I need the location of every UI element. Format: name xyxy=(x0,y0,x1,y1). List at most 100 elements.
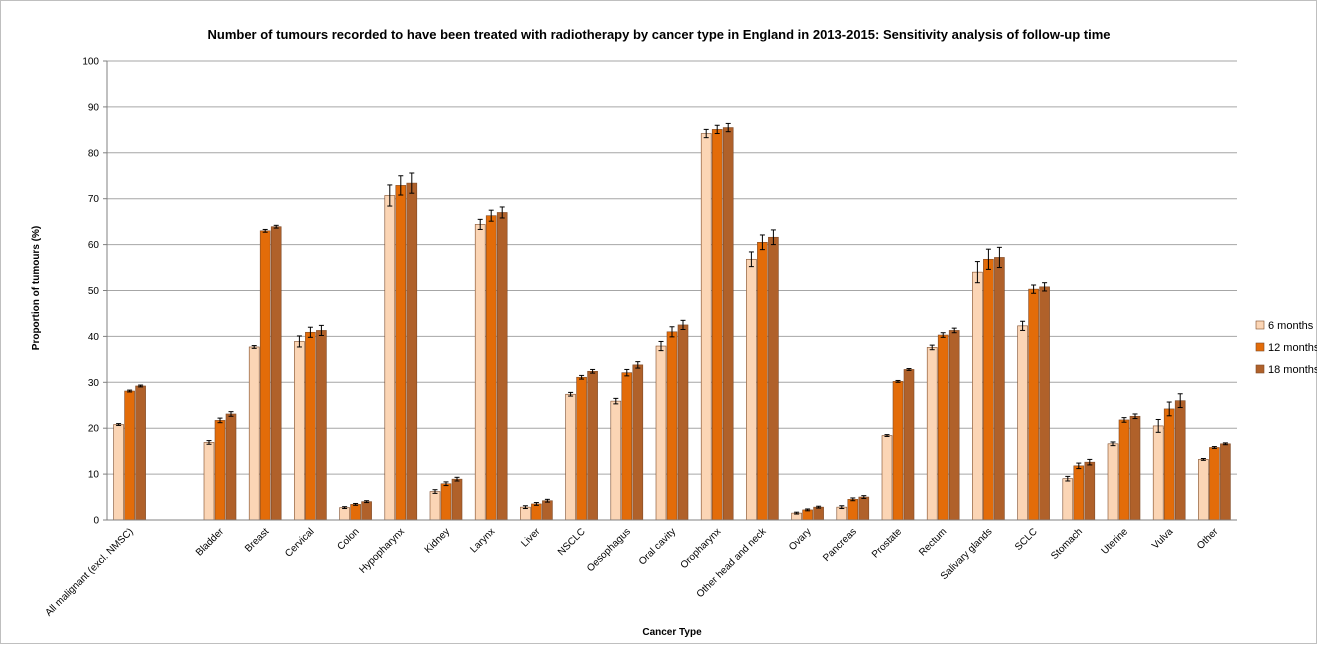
bar-1 xyxy=(836,506,848,521)
bar-3 xyxy=(361,501,372,521)
bar-2 xyxy=(937,334,949,521)
bar-2 xyxy=(305,331,316,521)
bar-1 xyxy=(203,442,215,521)
x-tick-label: Uterine xyxy=(1100,526,1131,557)
bar-2 xyxy=(214,420,226,521)
y-axis-title: Proportion of tumours (%) xyxy=(31,226,42,350)
x-tick-label: Rectum xyxy=(917,526,949,558)
x-tick-label: Oral cavity xyxy=(637,526,678,567)
bar-1 xyxy=(1062,478,1074,521)
bar-1 xyxy=(746,258,757,521)
bar-1 xyxy=(113,424,124,521)
bar-2 xyxy=(576,376,587,521)
x-tick-label: Vulva xyxy=(1150,526,1176,552)
x-tick-label: Larynx xyxy=(468,526,497,555)
bar-3 xyxy=(858,496,870,521)
bar-2 xyxy=(711,129,723,521)
bar-1 xyxy=(248,346,260,521)
x-tick-label: All malignant (excl. NMSC) xyxy=(43,526,135,618)
x-tick-label: Stomach xyxy=(1049,526,1085,562)
bar-3 xyxy=(1039,286,1050,521)
bar-1 xyxy=(881,435,893,521)
bar-1 xyxy=(520,506,531,521)
legend-label: 18 months xyxy=(1268,364,1317,376)
x-tick-label: Hypopharynx xyxy=(357,526,406,575)
bar-3 xyxy=(406,182,418,521)
bar-2 xyxy=(395,185,407,521)
y-tick-label: 50 xyxy=(88,286,100,297)
bar-3 xyxy=(994,257,1005,521)
bar-1 xyxy=(700,133,712,521)
x-tick-label: Colon xyxy=(335,526,361,552)
chart-title: Number of tumours recorded to have been … xyxy=(208,27,1111,42)
y-tick-label: 40 xyxy=(88,332,100,343)
bar-1 xyxy=(565,393,576,521)
y-tick-label: 70 xyxy=(88,194,100,205)
bar-1 xyxy=(384,195,396,521)
bar-3 xyxy=(542,500,553,521)
bar-3 xyxy=(270,226,282,521)
error-bars-group xyxy=(116,122,1228,515)
bar-3 xyxy=(1220,443,1231,521)
bar-2 xyxy=(847,499,859,521)
legend-swatch xyxy=(1255,320,1265,330)
bar-3 xyxy=(903,369,915,521)
y-tick-label: 90 xyxy=(88,102,100,113)
bar-1 xyxy=(1152,425,1164,521)
y-tick-labels: 0 10 20 30 40 50 60 70 80 90 100 xyxy=(82,57,99,527)
bar-2 xyxy=(485,215,497,521)
bar-2 xyxy=(1028,288,1039,521)
bar-3 xyxy=(722,127,734,521)
legend-label: 12 months xyxy=(1268,342,1317,354)
bar-3 xyxy=(1084,461,1096,521)
y-tick-label: 0 xyxy=(93,516,99,527)
x-tick-label: Breast xyxy=(243,526,271,554)
bar-3 xyxy=(587,370,598,521)
bar-2 xyxy=(802,509,813,521)
bar-2 xyxy=(531,503,542,521)
bar-1 xyxy=(294,341,305,521)
x-axis-title: Cancer Type xyxy=(642,627,702,638)
bar-1 xyxy=(429,491,441,521)
bar-1 xyxy=(474,224,486,521)
x-tick-label: Ovary xyxy=(787,526,814,553)
legend-swatch xyxy=(1255,364,1265,374)
bar-1 xyxy=(926,347,938,521)
bar-1 xyxy=(1017,325,1028,521)
y-tick-label: 20 xyxy=(88,424,100,435)
x-tick-label: NSCLC xyxy=(556,526,588,558)
y-tick-label: 30 xyxy=(88,378,100,389)
bar-3 xyxy=(1174,400,1186,521)
x-tick-label: SCLC xyxy=(1013,526,1040,553)
legend-swatch xyxy=(1255,342,1265,352)
x-tick-label: Bladder xyxy=(194,526,227,559)
bar-2 xyxy=(1073,465,1085,521)
bar-3 xyxy=(813,506,824,521)
bar-3 xyxy=(632,364,644,521)
axes-group xyxy=(103,60,1237,521)
y-tick-label: 60 xyxy=(88,240,100,251)
x-tick-label: Kidney xyxy=(423,526,452,555)
bar-2 xyxy=(1163,408,1175,521)
bar-3 xyxy=(948,330,960,521)
y-tick-label: 100 xyxy=(82,57,99,68)
bar-2 xyxy=(666,331,678,521)
bar-2 xyxy=(757,242,768,521)
y-tick-label: 10 xyxy=(88,470,100,481)
bar-1 xyxy=(1198,459,1209,521)
legend-label: 6 months xyxy=(1268,320,1314,332)
bar-2 xyxy=(124,390,135,521)
bar-2 xyxy=(1118,419,1130,521)
bar-1 xyxy=(339,507,350,521)
bar-2 xyxy=(259,230,271,521)
legend: 6 months 12 months 18 months xyxy=(1255,320,1317,376)
bar-3 xyxy=(496,212,508,521)
bar-1 xyxy=(610,400,622,521)
bar-3 xyxy=(225,413,237,521)
x-tick-labels: All malignant (excl. NMSC) Bladder Breast C… xyxy=(43,526,1221,619)
bar-1 xyxy=(1107,443,1119,521)
bar-2 xyxy=(440,483,452,521)
x-tick-label: Oesophagus xyxy=(585,526,633,574)
x-tick-label: Cervical xyxy=(283,526,316,559)
